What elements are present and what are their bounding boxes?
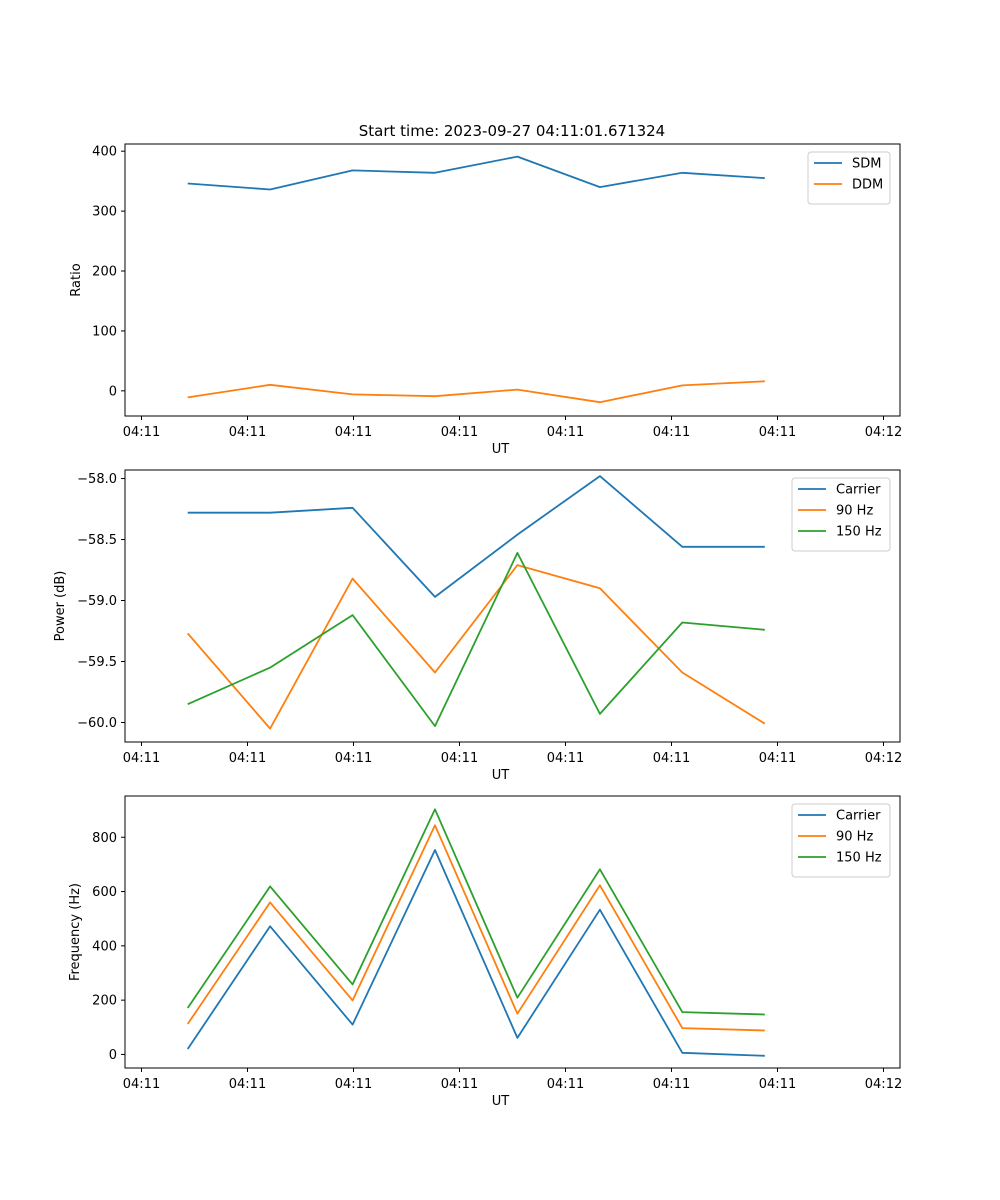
y-tick-label: 100 [92, 324, 117, 339]
legend-label: 150 Hz [836, 525, 882, 540]
y-axis-label: Frequency (Hz) [68, 883, 83, 981]
x-axis-label: UT [492, 768, 510, 783]
series-line-150-hz [187, 552, 765, 727]
x-tick-label: 04:11 [759, 751, 796, 766]
axes-frame [124, 143, 901, 417]
series-line-ddm [187, 380, 765, 404]
figure-title: Start time: 2023-09-27 04:11:01.671324 [359, 122, 665, 140]
x-tick-label: 04:11 [123, 425, 160, 440]
y-tick-label: 300 [92, 205, 117, 220]
x-tick-label: 04:12 [865, 425, 902, 440]
y-tick-label: 0 [109, 1048, 117, 1063]
x-tick-label: 04:11 [229, 751, 266, 766]
y-tick-label: 200 [92, 994, 117, 1009]
x-tick-label: 04:11 [653, 1077, 690, 1092]
x-tick-label: 04:11 [335, 1077, 372, 1092]
x-tick-label: 04:11 [335, 751, 372, 766]
x-tick-label: 04:11 [123, 751, 160, 766]
legend-label: Carrier [836, 809, 881, 824]
legend-label: Carrier [836, 483, 881, 498]
y-tick-label: 400 [92, 145, 117, 160]
legend-box [807, 151, 891, 205]
series-line-90-hz [186, 824, 765, 1032]
x-tick-label: 04:11 [759, 425, 796, 440]
y-tick-label: 200 [92, 265, 117, 280]
axes-frame [124, 795, 901, 1069]
x-axis-label: UT [492, 1094, 510, 1109]
y-tick-label: −60.0 [77, 716, 117, 731]
series-line-carrier [186, 849, 765, 1057]
x-tick-label: 04:11 [653, 425, 690, 440]
x-tick-label: 04:11 [547, 751, 584, 766]
y-tick-label: −59.0 [77, 594, 117, 609]
x-tick-label: 04:11 [547, 1077, 584, 1092]
y-axis-label: Power (dB) [53, 571, 68, 642]
legend: Carrier 90 Hz 150 Hz [791, 803, 891, 878]
series-line-150-hz [186, 808, 765, 1016]
y-tick-label: −58.0 [77, 472, 117, 487]
x-axis-label: UT [492, 442, 510, 457]
chart-panel-3: 04:11 04:11 04:11 04:11 04:11 04:11 04:11 04:12… [68, 795, 902, 1109]
x-tick-label: 04:11 [229, 425, 266, 440]
legend-label: 90 Hz [836, 504, 873, 519]
x-tick-label: 04:11 [441, 425, 478, 440]
y-tick-label: 0 [109, 384, 117, 399]
legend-box [791, 803, 891, 878]
y-tick-label: 400 [92, 939, 117, 954]
x-tick-label: 04:11 [123, 1077, 160, 1092]
legend: SDM DDM [807, 151, 891, 205]
y-tick-label: 600 [92, 885, 117, 900]
x-tick-label: 04:11 [441, 751, 478, 766]
x-tick-label: 04:12 [865, 1077, 902, 1092]
legend-box [791, 477, 891, 552]
x-tick-label: 04:11 [335, 425, 372, 440]
x-tick-label: 04:11 [441, 1077, 478, 1092]
legend: Carrier 90 Hz 150 Hz [791, 477, 891, 552]
legend-label: SDM [852, 157, 881, 172]
series-line-90-hz [187, 564, 766, 730]
legend-label: 150 Hz [836, 851, 882, 866]
series-line-carrier [187, 475, 765, 598]
x-tick-label: 04:11 [653, 751, 690, 766]
y-tick-label: 800 [92, 831, 117, 846]
x-tick-label: 04:11 [547, 425, 584, 440]
y-tick-label: −59.5 [77, 655, 117, 670]
legend-label: 90 Hz [836, 830, 873, 845]
series-line-sdm [187, 155, 765, 191]
x-tick-label: 04:12 [865, 751, 902, 766]
chart-panel-1: 04:11 04:11 04:11 04:11 04:11 04:11 04:11 04:12… [69, 143, 902, 457]
y-tick-label: −58.5 [77, 533, 117, 548]
y-axis-label: Ratio [69, 263, 84, 296]
x-tick-label: 04:11 [759, 1077, 796, 1092]
legend-label: DDM [852, 178, 883, 193]
axes-frame [124, 469, 901, 743]
x-tick-label: 04:11 [229, 1077, 266, 1092]
chart-panel-2: 04:11 04:11 04:11 04:11 04:11 04:11 04:11 04:12… [53, 469, 902, 783]
